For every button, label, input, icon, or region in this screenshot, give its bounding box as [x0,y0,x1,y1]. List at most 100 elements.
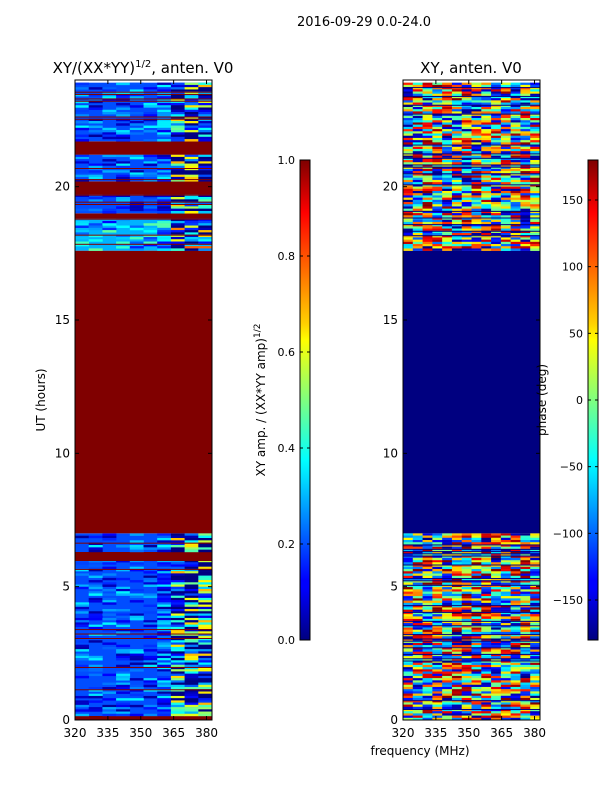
heatmap-cell [530,118,541,121]
phase-heatmap [403,80,541,721]
heatmap-cell [461,609,472,613]
heatmap-cell [461,540,472,543]
heatmap-cell [442,164,453,167]
heatmap-cell [157,660,172,663]
heatmap-cell [442,548,453,552]
heatmap-cell [530,237,541,240]
heatmap-cell [403,664,414,668]
heatmap-cell [471,144,482,147]
heatmap-cell [520,93,531,97]
heatmap-cell [461,232,472,236]
heatmap-cell [481,575,492,579]
heatmap-cell [481,566,492,570]
heatmap-cell [520,87,531,90]
heatmap-cell [481,708,492,712]
heatmap-cell [198,629,213,632]
heatmap-cell [510,168,521,172]
flagged-row [403,166,540,168]
heatmap-cell [422,548,433,552]
heatmap-cell [403,711,414,714]
heatmap-cell [500,669,511,672]
heatmap-cell [198,562,213,565]
heatmap-cell [510,717,521,721]
heatmap-cell [102,602,117,605]
heatmap-cell [88,633,103,636]
heatmap-cell [412,571,423,574]
heatmap-cell [432,111,443,114]
heatmap-cell [461,98,472,101]
heatmap-cell [530,544,541,547]
heatmap-cell [520,160,531,163]
heatmap-cell [432,546,443,550]
heatmap-cell [75,208,89,212]
heatmap-cell [500,82,511,86]
heatmap-cell [432,193,443,196]
heatmap-cell [422,645,433,648]
heatmap-cell [500,593,511,597]
heatmap-cell [170,206,185,209]
heatmap-cell [461,673,472,677]
heatmap-cell [198,93,213,97]
heatmap-cell [451,642,463,646]
heatmap-cell [198,540,213,543]
heatmap-cell [510,221,521,225]
heatmap-cell [143,584,158,587]
heatmap-cell [403,248,414,251]
heatmap-cell [422,717,433,721]
heatmap-cell [461,95,472,99]
heatmap-cell [198,693,213,697]
heatmap-cell [500,175,511,178]
heatmap-cell [432,142,443,145]
heatmap-cell [129,658,144,661]
heatmap-cell [184,687,199,690]
heatmap-cell [170,208,185,212]
heatmap-cell [471,584,482,588]
heatmap-cell [442,627,453,630]
heatmap-cell [491,593,502,597]
heatmap-cell [88,689,103,692]
heatmap-cell [481,704,492,707]
heatmap-cell [491,614,502,617]
heatmap-cell [116,698,131,701]
heatmap-cell [157,711,172,714]
heatmap-cell [116,568,131,572]
heatmap-cell [412,544,423,547]
heatmap-cell [157,121,172,124]
heatmap-cell [184,218,199,222]
heatmap-cell [170,568,185,572]
heatmap-cell [170,713,185,717]
heatmap-cell [422,93,433,97]
heatmap-cell [461,715,472,718]
heatmap-cell [510,660,521,663]
heatmap-cell [451,609,463,613]
figure-suptitle: 2016-09-29 0.0-24.0 [297,15,431,30]
heatmap-cell [170,673,185,677]
heatmap-cell [481,91,492,94]
heatmap-cell [403,640,414,644]
heatmap-cell [451,689,463,692]
heatmap-cell [432,620,443,624]
heatmap-cell [471,631,482,635]
heatmap-cell [481,537,492,541]
flagged-row [403,555,540,557]
heatmap-cell [442,544,453,547]
heatmap-cell [184,87,199,90]
heatmap-cell [129,545,144,548]
heatmap-cell [500,100,511,103]
heatmap-cell [442,182,453,185]
heatmap-cell [403,151,414,154]
heatmap-cell [520,239,531,243]
heatmap-cell [520,235,531,238]
heatmap-cell [500,197,511,201]
heatmap-cell [170,626,185,630]
heatmap-cell [157,116,172,119]
heatmap-cell [451,84,463,88]
heatmap-cell [432,186,443,189]
heatmap-cell [530,580,541,583]
heatmap-cell [442,582,453,586]
heatmap-cell [184,664,199,668]
heatmap-cell [500,111,511,114]
heatmap-cell [500,638,511,641]
heatmap-cell [442,213,453,216]
heatmap-cell [500,190,511,194]
